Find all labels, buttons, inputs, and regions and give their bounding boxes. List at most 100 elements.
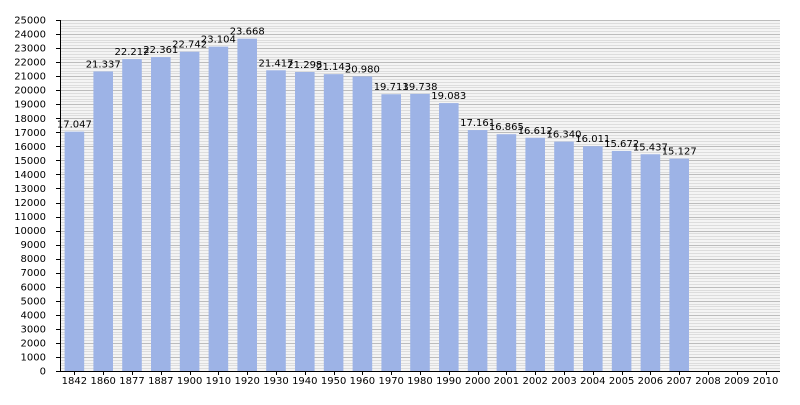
data-label-1970: 19.713 (374, 82, 409, 93)
x-tick-label-2000: 2000 (465, 376, 490, 387)
y-tick-label-14000: 14000 (14, 170, 46, 181)
y-tick-label-22000: 22000 (14, 58, 46, 69)
x-tick-label-1940: 1940 (292, 376, 317, 387)
y-tick-label-21000: 21000 (14, 72, 46, 83)
data-label-2005: 15.672 (604, 139, 639, 150)
y-tick-label-13000: 13000 (14, 184, 46, 195)
data-label-2000: 17.161 (460, 118, 495, 129)
y-tick-label-2000: 2000 (21, 338, 46, 349)
bar-1940 (295, 71, 315, 372)
x-tick-label-1970: 1970 (378, 376, 403, 387)
bar-1877 (122, 59, 142, 371)
data-label-1910: 23.104 (201, 35, 236, 46)
data-label-2002: 16.612 (518, 126, 553, 137)
x-tick-label-1877: 1877 (119, 376, 144, 387)
bar-1990 (439, 103, 459, 371)
data-label-1930: 21.417 (259, 58, 294, 69)
data-label-2006: 15.437 (633, 142, 668, 153)
x-tick-label-1930: 1930 (263, 376, 288, 387)
y-tick-label-5000: 5000 (21, 296, 46, 307)
y-tick-label-11000: 11000 (14, 212, 46, 223)
data-label-1990: 19.083 (431, 91, 466, 102)
y-tick-labels: 0 1000 2000 3000 4000 5000 6000 7000 8000 9000 100… (14, 16, 60, 378)
data-label-1950: 21.143 (316, 62, 351, 73)
y-tick-label-4000: 4000 (21, 310, 46, 321)
bar-1980 (410, 93, 430, 371)
bar-2001 (496, 134, 517, 371)
data-label-1960: 20.980 (345, 64, 380, 75)
bar-1910 (208, 46, 229, 371)
y-tick-label-24000: 24000 (14, 30, 46, 41)
bar-2000 (467, 130, 488, 371)
data-label-2007: 15.127 (662, 147, 697, 158)
y-tick-label-12000: 12000 (14, 198, 46, 209)
bar-2004 (583, 146, 603, 371)
x-tick-label-1960: 1960 (350, 376, 375, 387)
data-label-1980: 19.738 (403, 82, 438, 93)
x-tick-label-2010: 2010 (753, 376, 778, 387)
y-tick-label-17000: 17000 (14, 128, 46, 139)
y-tick-label-23000: 23000 (14, 44, 46, 55)
y-tick-label-0: 0 (40, 367, 46, 378)
x-tick-label-1860: 1860 (90, 376, 115, 387)
bar-1950 (323, 74, 344, 371)
y-tick-label-1000: 1000 (21, 352, 46, 363)
x-tick-label-1900: 1900 (177, 376, 202, 387)
data-labels: 17.047 21.33722.21222.36122.74223.10423.6… (57, 27, 697, 158)
data-label-2001: 16.865 (489, 122, 524, 133)
x-tick-label-1887: 1887 (148, 376, 173, 387)
data-label-1900: 22.742 (172, 40, 207, 51)
x-tick-label-1950: 1950 (321, 376, 346, 387)
x-tick-label-2004: 2004 (580, 376, 605, 387)
data-label-1842: 17.047 (57, 120, 92, 131)
y-tick-label-8000: 8000 (21, 254, 46, 265)
y-tick-label-6000: 6000 (21, 282, 46, 293)
y-tick-label-16000: 16000 (14, 142, 46, 153)
y-tick-label-18000: 18000 (14, 114, 46, 125)
data-label-1887: 22.361 (143, 45, 178, 56)
x-tick-label-2001: 2001 (494, 376, 519, 387)
data-label-1920: 23.668 (230, 27, 265, 38)
x-tick-label-1920: 1920 (234, 376, 259, 387)
data-label-1877: 22.212 (115, 47, 150, 58)
bar-1887 (151, 57, 171, 371)
bar-1970 (381, 94, 401, 371)
data-label-1860: 21.337 (86, 59, 121, 70)
x-tick-label-2009: 2009 (724, 376, 749, 387)
bar-1960 (352, 76, 373, 372)
y-tick-label-25000: 25000 (14, 16, 46, 27)
bar-1860 (93, 71, 113, 371)
x-tick-label-2006: 2006 (638, 376, 663, 387)
bar-2002 (525, 137, 545, 371)
bar-2003 (554, 141, 574, 371)
y-tick-label-9000: 9000 (21, 240, 46, 251)
bar-1842 (64, 131, 85, 371)
bar-2007 (669, 158, 689, 371)
bar-1920 (237, 38, 257, 371)
x-tick-labels: 1842 1860 1877 1887 1900 1910 1920 1930 1940 1950… (62, 371, 778, 387)
x-tick-label-2007: 2007 (666, 376, 691, 387)
y-tick-label-3000: 3000 (21, 324, 46, 335)
bar-2006 (640, 154, 661, 371)
x-tick-label-2008: 2008 (695, 376, 720, 387)
x-tick-label-1980: 1980 (407, 376, 432, 387)
x-tick-label-1990: 1990 (436, 376, 461, 387)
x-tick-label-2002: 2002 (522, 376, 547, 387)
x-tick-label-2005: 2005 (609, 376, 634, 387)
data-label-1940: 21.298 (287, 60, 322, 71)
x-tick-label-1842: 1842 (62, 376, 87, 387)
bar-2005 (611, 150, 632, 371)
bars (64, 38, 689, 372)
y-tick-label-19000: 19000 (14, 100, 46, 111)
bar-1900 (179, 51, 200, 371)
y-tick-label-15000: 15000 (14, 156, 46, 167)
y-tick-label-7000: 7000 (21, 268, 46, 279)
data-label-2003: 16.340 (547, 130, 582, 141)
bar-1930 (266, 70, 286, 371)
data-label-2004: 16.011 (575, 134, 610, 145)
y-tick-label-20000: 20000 (14, 86, 46, 97)
x-tick-label-2003: 2003 (551, 376, 576, 387)
x-tick-label-1910: 1910 (206, 376, 231, 387)
